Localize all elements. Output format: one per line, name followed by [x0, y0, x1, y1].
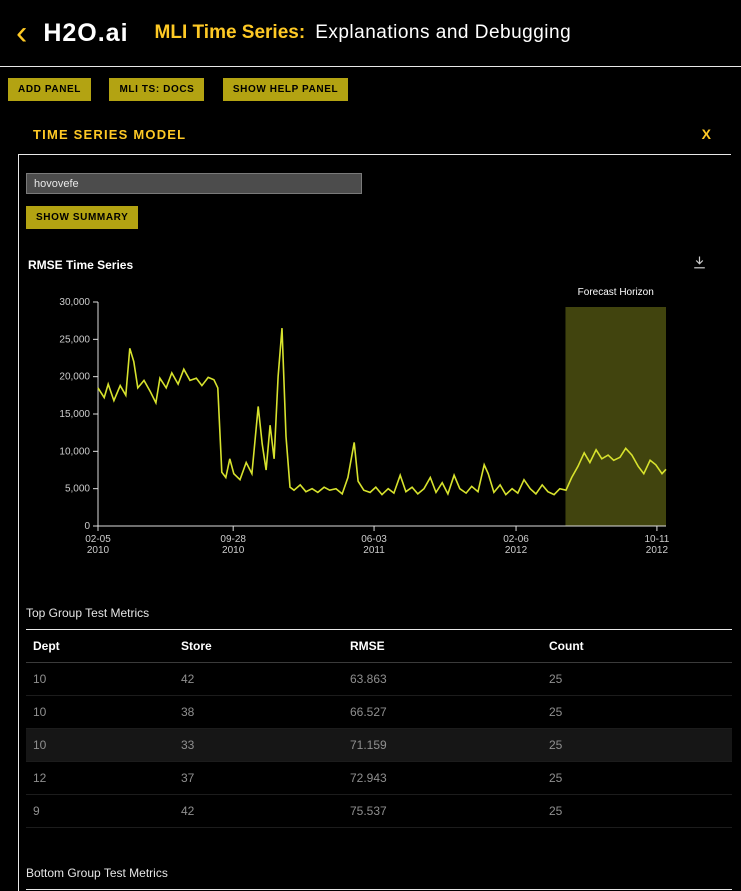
page-title-prefix: MLI Time Series:: [154, 22, 306, 43]
svg-text:15,000: 15,000: [59, 409, 90, 420]
toolbar: ADD PANEL MLI TS: DOCS SHOW HELP PANEL: [0, 67, 741, 112]
table-row[interactable]: 12 37 72.943 25: [26, 761, 732, 795]
cell-store: 33: [181, 728, 350, 762]
mli-ts-docs-button[interactable]: MLI TS: DOCS: [109, 78, 205, 101]
cell-count: 25: [549, 794, 732, 828]
cell-store: 42: [181, 794, 350, 828]
svg-text:2012: 2012: [505, 545, 528, 555]
panel-title: TIME SERIES MODEL: [33, 126, 187, 142]
col-store: Store: [181, 629, 350, 663]
back-icon[interactable]: ‹: [16, 14, 28, 52]
cell-rmse: 75.537: [350, 794, 549, 828]
top-group-table: Dept Store RMSE Count 10 42 63.863 25 10…: [26, 629, 732, 828]
table-row[interactable]: 10 38 66.527 25: [26, 695, 732, 729]
svg-text:20,000: 20,000: [59, 372, 90, 383]
cell-store: 37: [181, 761, 350, 795]
add-panel-button[interactable]: ADD PANEL: [8, 78, 91, 101]
top-group-heading: Top Group Test Metrics: [26, 606, 150, 620]
cell-dept: 10: [26, 728, 181, 762]
show-help-panel-button[interactable]: SHOW HELP PANEL: [222, 78, 349, 101]
bottom-group-heading: Bottom Group Test Metrics: [26, 866, 168, 880]
cell-dept: 10: [26, 662, 181, 696]
svg-text:0: 0: [84, 521, 90, 532]
svg-text:09-28: 09-28: [220, 534, 246, 545]
col-rmse: RMSE: [350, 629, 549, 663]
svg-text:2010: 2010: [87, 545, 110, 555]
panel-header: TIME SERIES MODEL X: [18, 114, 731, 154]
page-title: Explanations and Debugging: [315, 22, 572, 43]
rmse-chart-block: RMSE Time Series Forecast Horizon 0 5,000 1…: [26, 255, 731, 560]
panel-body: SHOW SUMMARY RMSE Time Series Forecast H…: [18, 154, 732, 891]
cell-count: 25: [549, 761, 732, 795]
col-dept: Dept: [26, 629, 181, 663]
svg-text:02-06: 02-06: [503, 534, 529, 545]
cell-rmse: 72.943: [350, 761, 549, 795]
table-header-row: Dept Store RMSE Count: [26, 629, 732, 663]
rmse-chart-svg: Forecast Horizon 0 5,000 10,000 15,000 20,000…: [59, 287, 669, 556]
cell-count: 25: [549, 695, 732, 729]
close-icon[interactable]: X: [701, 126, 711, 142]
cell-rmse: 66.527: [350, 695, 549, 729]
cell-count: 25: [549, 662, 732, 696]
svg-text:Forecast Horizon: Forecast Horizon: [578, 287, 654, 298]
cell-store: 42: [181, 662, 350, 696]
cell-count: 25: [549, 728, 732, 762]
svg-text:2012: 2012: [646, 545, 669, 555]
app-logo: H2O.ai: [43, 18, 129, 47]
cell-store: 38: [181, 695, 350, 729]
cell-dept: 10: [26, 695, 181, 729]
cell-dept: 9: [26, 794, 181, 828]
svg-text:30,000: 30,000: [59, 297, 90, 308]
svg-text:5,000: 5,000: [65, 484, 90, 495]
show-summary-button[interactable]: SHOW SUMMARY: [26, 206, 139, 229]
svg-text:10,000: 10,000: [59, 446, 90, 457]
svg-text:25,000: 25,000: [59, 334, 90, 345]
table-row[interactable]: 10 33 71.159 25: [26, 728, 732, 762]
table-row[interactable]: 9 42 75.537 25: [26, 794, 732, 828]
group-search-input[interactable]: [26, 173, 362, 194]
col-count: Count: [549, 629, 732, 663]
svg-text:10-11: 10-11: [644, 534, 669, 545]
cell-dept: 12: [26, 761, 181, 795]
svg-text:2011: 2011: [363, 545, 385, 555]
time-series-model-panel: TIME SERIES MODEL X SHOW SUMMARY RMSE Ti…: [18, 114, 732, 891]
svg-text:02-05: 02-05: [85, 534, 111, 545]
app-header: ‹ H2O.ai MLI Time Series: Explanations a…: [0, 0, 741, 67]
svg-text:06-03: 06-03: [361, 534, 387, 545]
svg-text:2010: 2010: [222, 545, 245, 555]
chart-title: RMSE Time Series: [28, 258, 134, 272]
cell-rmse: 63.863: [350, 662, 549, 696]
cell-rmse: 71.159: [350, 728, 549, 762]
table-row[interactable]: 10 42 63.863 25: [26, 662, 732, 696]
download-icon[interactable]: [692, 255, 707, 275]
